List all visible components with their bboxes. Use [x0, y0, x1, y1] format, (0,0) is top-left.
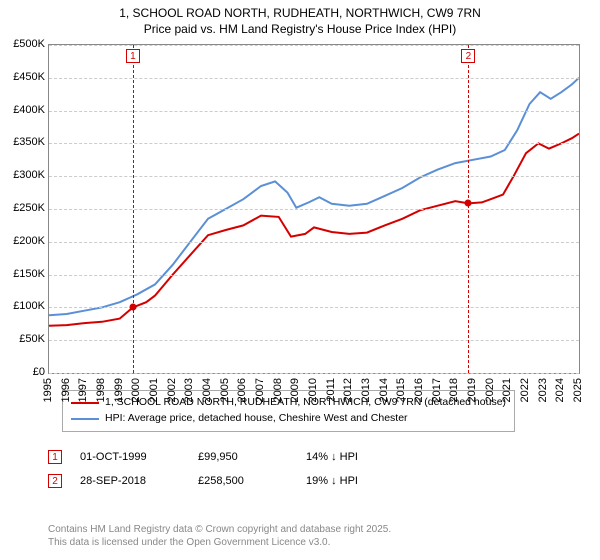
- y-axis-label: £450K: [1, 71, 45, 83]
- sale-marker-dot: [129, 304, 136, 311]
- sale-price: £99,950: [198, 451, 288, 463]
- legend-text-hpi: HPI: Average price, detached house, Ches…: [105, 411, 408, 427]
- x-axis-label: 2004: [201, 378, 213, 408]
- y-axis-label: £100K: [1, 300, 45, 312]
- x-axis-label: 1999: [113, 378, 125, 408]
- sale-marker-badge: 1: [126, 49, 140, 63]
- sale-hpi-diff: 14% ↓ HPI: [306, 451, 416, 463]
- y-axis-label: £500K: [1, 38, 45, 50]
- x-axis-label: 2002: [166, 378, 178, 408]
- x-axis-label: 2008: [272, 378, 284, 408]
- x-axis-label: 2014: [378, 378, 390, 408]
- x-axis-label: 2006: [236, 378, 248, 408]
- y-axis-label: £250K: [1, 202, 45, 214]
- sale-hpi-diff: 19% ↓ HPI: [306, 475, 416, 487]
- gridline: [49, 275, 579, 276]
- x-axis-label: 2022: [519, 378, 531, 408]
- x-axis-label: 2001: [148, 378, 160, 408]
- x-axis-label: 2003: [183, 378, 195, 408]
- sale-date: 01-OCT-1999: [80, 451, 180, 463]
- gridline: [49, 373, 579, 374]
- gridline: [49, 78, 579, 79]
- chart-title: 1, SCHOOL ROAD NORTH, RUDHEATH, NORTHWIC…: [0, 0, 600, 37]
- x-axis-label: 2018: [448, 378, 460, 408]
- x-axis-label: 1995: [42, 378, 54, 408]
- gridline: [49, 340, 579, 341]
- title-line-2: Price paid vs. HM Land Registry's House …: [0, 22, 600, 38]
- x-axis-label: 2012: [342, 378, 354, 408]
- legend-row-2: HPI: Average price, detached house, Ches…: [71, 411, 506, 427]
- x-axis-label: 2013: [360, 378, 372, 408]
- x-axis-label: 2020: [484, 378, 496, 408]
- x-axis-label: 2009: [289, 378, 301, 408]
- x-axis-label: 2025: [572, 378, 584, 408]
- y-axis-label: £0: [1, 366, 45, 378]
- line-price-paid: [49, 134, 579, 326]
- x-axis-label: 2010: [307, 378, 319, 408]
- x-axis-label: 2007: [254, 378, 266, 408]
- x-axis-label: 1997: [77, 378, 89, 408]
- y-axis-label: £300K: [1, 169, 45, 181]
- y-axis-label: £400K: [1, 104, 45, 116]
- sale-marker-line: [133, 45, 134, 373]
- gridline: [49, 176, 579, 177]
- sale-row-badge: 1: [48, 450, 62, 464]
- sale-marker-badge: 2: [461, 49, 475, 63]
- x-axis-label: 2017: [431, 378, 443, 408]
- gridline: [49, 143, 579, 144]
- x-axis-label: 2019: [466, 378, 478, 408]
- x-axis-label: 2016: [413, 378, 425, 408]
- sale-row: 2 28-SEP-2018 £258,500 19% ↓ HPI: [48, 474, 416, 488]
- gridline: [49, 242, 579, 243]
- x-axis-label: 1996: [60, 378, 72, 408]
- y-axis-label: £350K: [1, 136, 45, 148]
- chart-container: 1, SCHOOL ROAD NORTH, RUDHEATH, NORTHWIC…: [0, 0, 600, 560]
- sale-row-badge: 2: [48, 474, 62, 488]
- gridline: [49, 111, 579, 112]
- x-axis-label: 1998: [95, 378, 107, 408]
- x-axis-label: 2005: [219, 378, 231, 408]
- sale-marker-dot: [465, 200, 472, 207]
- gridline: [49, 209, 579, 210]
- sale-row: 1 01-OCT-1999 £99,950 14% ↓ HPI: [48, 450, 416, 464]
- x-axis-label: 2011: [325, 378, 337, 408]
- x-axis-label: 2015: [395, 378, 407, 408]
- sale-price: £258,500: [198, 475, 288, 487]
- y-axis-label: £200K: [1, 235, 45, 247]
- y-axis-label: £50K: [1, 333, 45, 345]
- sale-marker-line: [468, 45, 469, 373]
- plot-area: 12: [48, 44, 580, 374]
- x-axis-label: 2023: [537, 378, 549, 408]
- x-axis-label: 2000: [130, 378, 142, 408]
- sale-date: 28-SEP-2018: [80, 475, 180, 487]
- footnote-line-2: This data is licensed under the Open Gov…: [48, 537, 391, 550]
- gridline: [49, 45, 579, 46]
- legend-swatch-hpi: [71, 418, 99, 420]
- y-axis-label: £150K: [1, 268, 45, 280]
- footnote: Contains HM Land Registry data © Crown c…: [48, 524, 391, 549]
- footnote-line-1: Contains HM Land Registry data © Crown c…: [48, 524, 391, 537]
- x-axis-label: 2024: [554, 378, 566, 408]
- x-axis-label: 2021: [501, 378, 513, 408]
- title-line-1: 1, SCHOOL ROAD NORTH, RUDHEATH, NORTHWIC…: [0, 6, 600, 22]
